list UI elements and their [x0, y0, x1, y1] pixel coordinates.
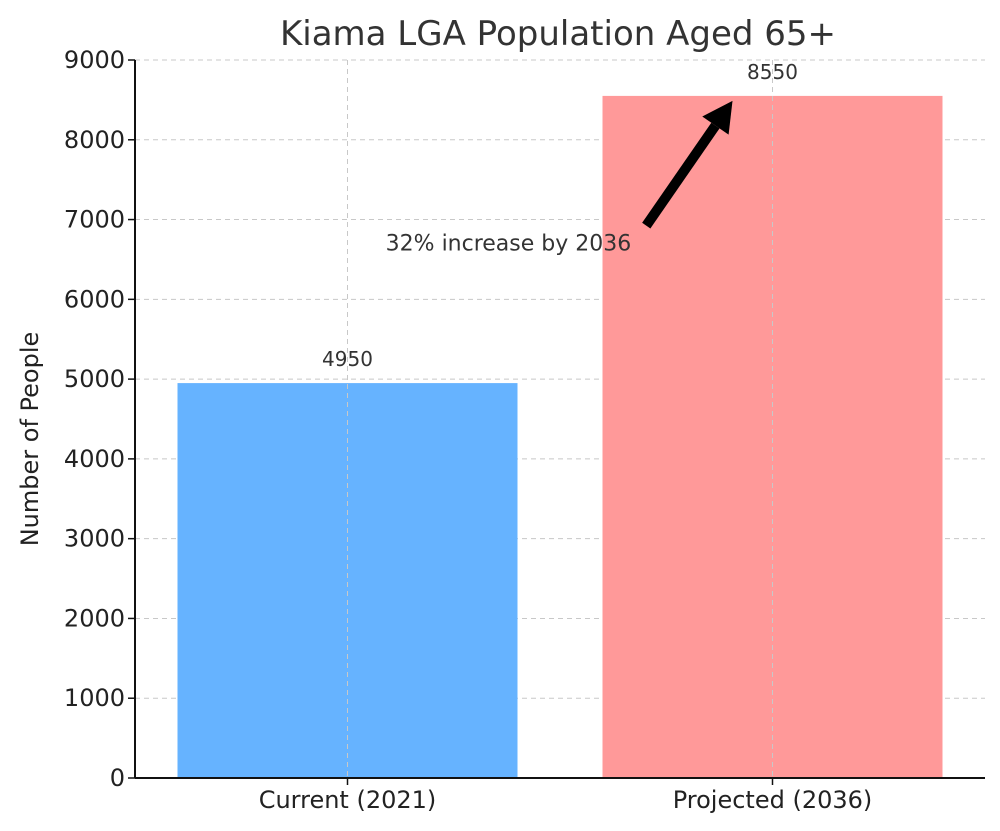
- y-tick-label: 9000: [64, 46, 125, 74]
- value-labels: 4950 8550: [322, 60, 798, 371]
- bars: [177, 95, 943, 778]
- chart-title: Kiama LGA Population Aged 65+: [280, 14, 836, 54]
- y-tick-label: 4000: [64, 445, 125, 473]
- value-label: 8550: [747, 60, 798, 84]
- annotation-text: 32% increase by 2036: [386, 232, 632, 257]
- y-tick-label: 0: [110, 764, 125, 792]
- vertical-grid: [347, 60, 773, 778]
- annotation: 32% increase by 2036: [386, 100, 733, 257]
- value-label: 4950: [322, 347, 373, 371]
- x-ticks: Current (2021) Projected (2036): [259, 778, 873, 814]
- y-tick-label: 7000: [64, 206, 125, 234]
- x-tick-label: Current (2021): [259, 786, 437, 814]
- x-tick-label: Projected (2036): [673, 786, 873, 814]
- y-tick-label: 3000: [64, 525, 125, 553]
- y-tick-label: 5000: [64, 365, 125, 393]
- y-tick-label: 6000: [64, 285, 125, 313]
- y-tick-label: 1000: [64, 684, 125, 712]
- annotation-arrow-head: [702, 100, 733, 135]
- y-tick-label: 8000: [64, 126, 125, 154]
- y-axis-label: Number of People: [16, 332, 44, 547]
- y-tick-label: 2000: [64, 604, 125, 632]
- annotation-arrow-line: [642, 122, 720, 229]
- y-ticks: 0 1000 2000 3000 4000 5000 6000 7000 8000 9000: [64, 46, 135, 792]
